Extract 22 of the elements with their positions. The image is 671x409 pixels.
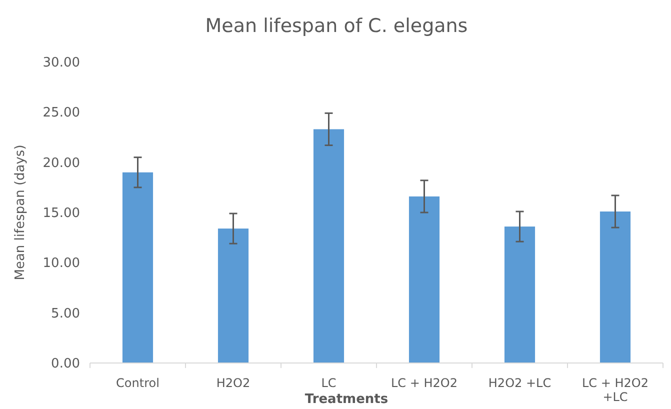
bar xyxy=(122,172,154,363)
x-tick-label: LC + H2O2 +LC xyxy=(582,376,648,404)
chart-title: Mean lifespan of C. elegans xyxy=(205,15,468,37)
bar xyxy=(218,228,249,363)
y-tick-label: 20.00 xyxy=(42,156,80,171)
y-tick-label: 5.00 xyxy=(51,306,80,322)
x-tick-label: LC + H2O2 xyxy=(391,376,458,390)
y-tick-label: 30.00 xyxy=(42,56,80,71)
y-tick-label: 25.00 xyxy=(42,106,80,121)
bar xyxy=(504,226,536,363)
y-axis-title: Mean lifespan (days) xyxy=(13,144,28,280)
y-tick-label: 15.00 xyxy=(42,206,80,222)
y-tick-label: 0.00 xyxy=(51,356,80,372)
bar xyxy=(600,211,631,363)
y-tick-label: 10.00 xyxy=(42,256,80,272)
x-tick-label: Control xyxy=(116,376,160,390)
bar xyxy=(313,129,344,363)
x-tick-label: H2O2 +LC xyxy=(488,376,552,390)
bar xyxy=(408,196,440,363)
x-axis-title: Treatments xyxy=(304,392,388,407)
x-tick-label: LC xyxy=(321,376,336,390)
x-tick-label: H2O2 xyxy=(216,376,250,390)
